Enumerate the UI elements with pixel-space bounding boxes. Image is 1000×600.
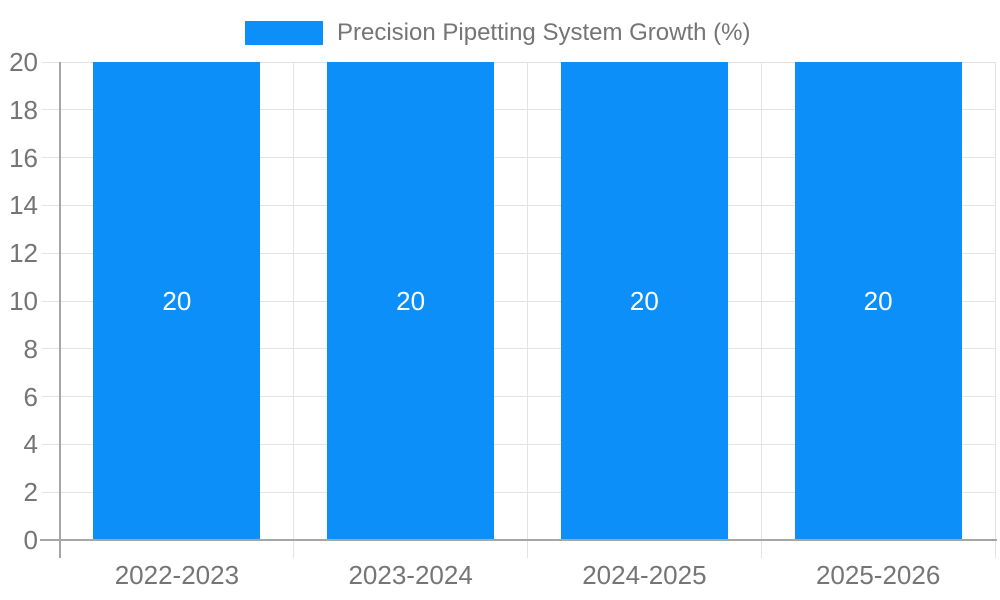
y-axis-tick-label: 12 bbox=[9, 238, 38, 269]
legend-swatch bbox=[245, 21, 323, 45]
x-axis-line bbox=[40, 539, 997, 541]
x-gridline bbox=[760, 62, 762, 558]
y-gridline bbox=[42, 252, 995, 254]
y-gridline bbox=[42, 157, 995, 159]
y-axis-tick-label: 14 bbox=[9, 190, 38, 221]
y-axis-tick-label: 2 bbox=[23, 477, 38, 508]
legend-series-label: Precision Pipetting System Growth (%) bbox=[337, 19, 751, 46]
bar bbox=[327, 62, 495, 540]
bar bbox=[794, 62, 962, 540]
y-axis-tick-label: 0 bbox=[23, 525, 38, 555]
bar bbox=[560, 62, 728, 540]
y-gridline bbox=[42, 396, 995, 398]
y-gridline bbox=[42, 61, 995, 63]
bar bbox=[93, 62, 261, 540]
bar-value-label: 20 bbox=[396, 286, 426, 316]
y-gridline bbox=[42, 491, 995, 493]
x-axis-category-label: 2025-2026 bbox=[815, 560, 941, 590]
x-gridline bbox=[994, 62, 996, 558]
y-gridline bbox=[42, 443, 995, 445]
x-axis-category-label: 2023-2024 bbox=[348, 560, 473, 590]
y-gridline bbox=[42, 300, 995, 302]
y-axis-tick-label: 6 bbox=[23, 381, 38, 412]
x-axis-category-label: 2024-2025 bbox=[582, 560, 707, 590]
y-axis-tick-label: 18 bbox=[9, 94, 38, 125]
y-axis-tick-label: 16 bbox=[9, 142, 38, 173]
y-axis-line bbox=[59, 62, 61, 558]
bar-value-label: 20 bbox=[162, 286, 192, 316]
x-axis-category-label: 2022-2023 bbox=[114, 560, 240, 590]
x-gridline bbox=[527, 62, 528, 558]
y-gridline bbox=[42, 348, 995, 350]
y-axis-tick-label: 4 bbox=[23, 429, 38, 460]
y-gridline bbox=[42, 204, 995, 206]
x-gridline bbox=[293, 62, 295, 558]
bar-value-label: 20 bbox=[863, 286, 893, 316]
y-axis-tick-label: 8 bbox=[23, 333, 38, 364]
chart-legend: Precision Pipetting System Growth (%) bbox=[245, 19, 751, 46]
y-axis-tick-label: 20 bbox=[9, 47, 38, 77]
y-gridline bbox=[42, 109, 995, 111]
y-axis-tick-label: 10 bbox=[9, 286, 38, 316]
bar-value-label: 20 bbox=[629, 286, 659, 316]
